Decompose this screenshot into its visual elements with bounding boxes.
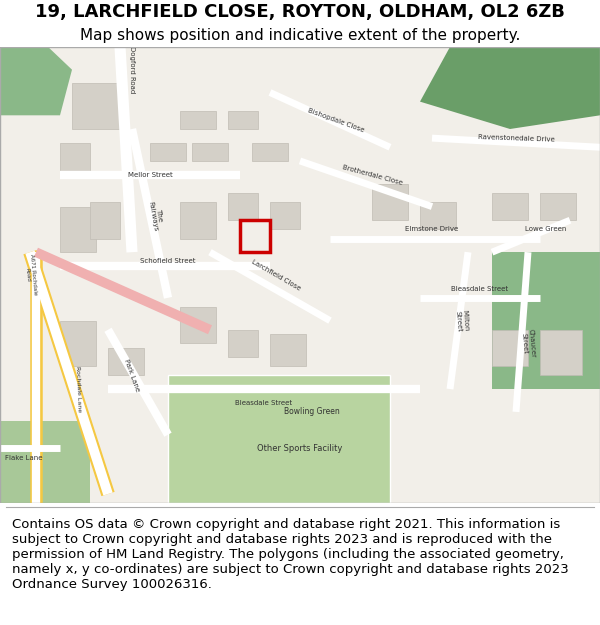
Bar (270, 202, 300, 229)
Bar (150, 142, 186, 161)
Text: Brotherdale Close: Brotherdale Close (341, 164, 403, 186)
Text: Map shows position and indicative extent of the property.: Map shows position and indicative extent… (80, 28, 520, 43)
Bar (60, 206, 96, 252)
Text: Bleasdale Street: Bleasdale Street (235, 400, 293, 406)
Bar (228, 193, 258, 220)
Bar (540, 330, 582, 376)
Bar (72, 83, 120, 129)
Bar (192, 142, 228, 161)
Text: Bowling Green: Bowling Green (284, 408, 340, 416)
Bar (180, 307, 216, 344)
Bar (108, 348, 144, 376)
Text: Park Lane: Park Lane (124, 358, 140, 392)
Bar (60, 321, 96, 366)
Bar (60, 142, 90, 174)
Text: Bishopdale Close: Bishopdale Close (307, 107, 365, 133)
Polygon shape (0, 47, 72, 115)
Text: Contains OS data © Crown copyright and database right 2021. This information is : Contains OS data © Crown copyright and d… (12, 518, 569, 591)
Text: Rochdale Lane: Rochdale Lane (74, 366, 82, 413)
Text: Dogford Road: Dogford Road (129, 46, 135, 93)
Bar (492, 193, 528, 220)
Bar (252, 142, 288, 161)
Bar (270, 334, 306, 366)
Bar (180, 111, 216, 129)
Text: Schofield Street: Schofield Street (140, 258, 196, 264)
Bar (240, 220, 270, 252)
Text: 19, LARCHFIELD CLOSE, ROYTON, OLDHAM, OL2 6ZB: 19, LARCHFIELD CLOSE, ROYTON, OLDHAM, OL… (35, 2, 565, 21)
Text: A671 Rochdale
Road: A671 Rochdale Road (23, 254, 37, 296)
Polygon shape (0, 421, 90, 503)
Bar (228, 111, 258, 129)
Text: Larchfield Close: Larchfield Close (250, 259, 302, 291)
Text: Mellor Street: Mellor Street (128, 172, 172, 177)
Polygon shape (168, 376, 390, 503)
Bar (228, 330, 258, 357)
Bar (180, 202, 216, 239)
Text: Elmstone Drive: Elmstone Drive (406, 226, 458, 232)
Text: The
Fairways: The Fairways (147, 199, 165, 232)
Bar (90, 202, 120, 239)
Text: Bleasdale Street: Bleasdale Street (451, 286, 509, 292)
Polygon shape (420, 47, 600, 129)
Text: Lowe Green: Lowe Green (526, 226, 566, 232)
Bar (420, 202, 456, 229)
Text: Milton
Street: Milton Street (455, 309, 469, 332)
Bar (492, 330, 528, 366)
Text: Chaucer
Street: Chaucer Street (520, 328, 536, 359)
Polygon shape (492, 252, 600, 389)
Text: Flake Lane: Flake Lane (5, 454, 43, 461)
Bar (540, 193, 576, 220)
Bar (372, 184, 408, 220)
Text: Other Sports Facility: Other Sports Facility (257, 444, 343, 453)
Text: Ravenstonedale Drive: Ravenstonedale Drive (478, 134, 554, 142)
